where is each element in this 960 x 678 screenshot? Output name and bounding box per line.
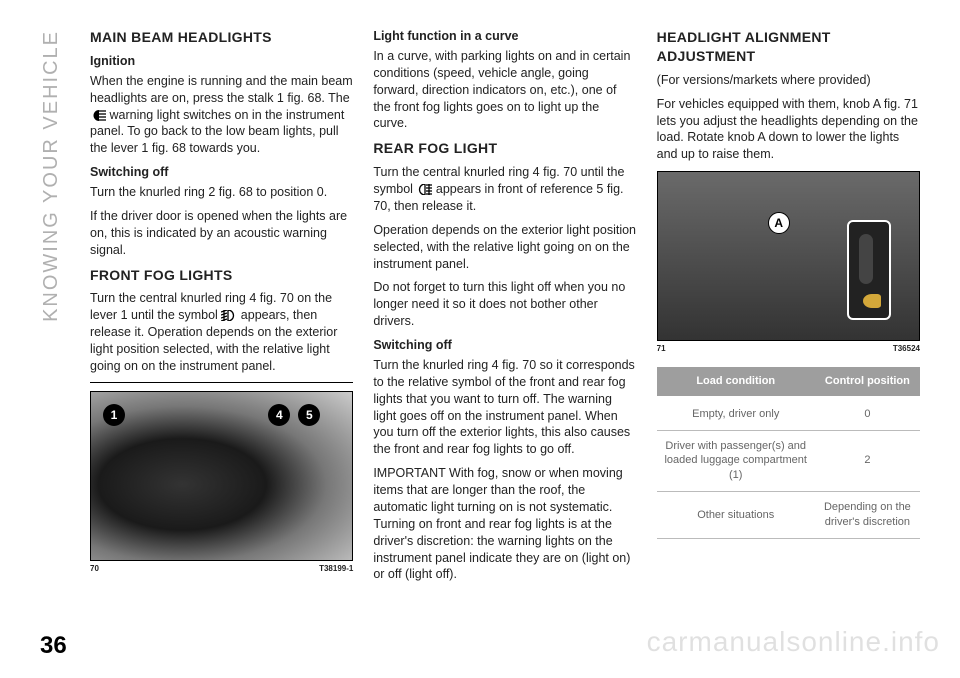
front-fog-icon <box>221 310 237 321</box>
table-cell: Other situations <box>657 492 815 539</box>
section-side-label: KNOWING YOUR VEHICLE <box>40 30 63 322</box>
paragraph: Do not forget to turn this light off whe… <box>373 279 636 330</box>
table-cell: Depending on the driver's discretion <box>815 492 920 539</box>
paragraph: Turn the central knurled ring 4 fig. 70 … <box>373 164 636 215</box>
table-header-load: Load condition <box>657 367 815 397</box>
paragraph: Turn the central knurled ring 4 fig. 70 … <box>90 290 353 374</box>
figure-caption: 70 T38199-1 <box>90 564 353 575</box>
figure-code: T36524 <box>893 344 920 355</box>
figure-71-dashboard: A <box>657 171 920 341</box>
subheading-light-curve: Light function in a curve <box>373 28 636 45</box>
column-3: HEADLIGHT ALIGNMENT ADJUSTMENT (For vers… <box>657 28 920 590</box>
subheading-ignition: Ignition <box>90 53 353 70</box>
paragraph: Turn the knurled ring 4 fig. 70 so it co… <box>373 357 636 458</box>
paragraph: (For versions/markets where provided) <box>657 72 920 89</box>
subheading-switching-off: Switching off <box>90 164 353 181</box>
paragraph: If the driver door is opened when the li… <box>90 208 353 259</box>
table-row: Driver with passenger(s) and loaded lugg… <box>657 430 920 492</box>
column-1: MAIN BEAM HEADLIGHTS Ignition When the e… <box>90 28 353 590</box>
table-row: Empty, driver only 0 <box>657 397 920 430</box>
paragraph: In a curve, with parking lights on and i… <box>373 48 636 132</box>
text: When the engine is running and the main … <box>90 74 353 105</box>
subheading-switching-off-2: Switching off <box>373 337 636 354</box>
divider <box>90 382 353 383</box>
rear-fog-icon <box>416 184 432 195</box>
headlight-adjust-icon <box>863 294 881 308</box>
figure-number: 71 <box>657 344 666 355</box>
table-header-position: Control position <box>815 367 920 397</box>
page-number: 36 <box>40 632 67 660</box>
load-table: Load condition Control position Empty, d… <box>657 367 920 539</box>
paragraph: Turn the knurled ring 2 fig. 68 to posit… <box>90 184 353 201</box>
column-2: Light function in a curve In a curve, wi… <box>373 28 636 590</box>
figure-number: 70 <box>90 564 99 575</box>
table-cell: 2 <box>815 430 920 492</box>
marker-1: 1 <box>103 404 125 426</box>
figure-caption: 71 T36524 <box>657 344 920 355</box>
figure-code: T38199-1 <box>319 564 353 575</box>
watermark: carmanualsonline.info <box>647 626 940 658</box>
table-row: Other situations Depending on the driver… <box>657 492 920 539</box>
heading-alignment: HEADLIGHT ALIGNMENT ADJUSTMENT <box>657 28 920 66</box>
text: warning light switches on in the instrum… <box>90 108 344 156</box>
marker-4: 4 <box>268 404 290 426</box>
paragraph: When the engine is running and the main … <box>90 73 353 157</box>
high-beam-icon <box>90 110 106 121</box>
marker-5: 5 <box>298 404 320 426</box>
heading-main-beam: MAIN BEAM HEADLIGHTS <box>90 28 353 47</box>
marker-A: A <box>768 212 790 234</box>
page-content: MAIN BEAM HEADLIGHTS Ignition When the e… <box>0 0 960 610</box>
knob-panel <box>847 220 891 320</box>
paragraph: Operation depends on the exterior light … <box>373 222 636 273</box>
heading-front-fog: FRONT FOG LIGHTS <box>90 266 353 285</box>
heading-rear-fog: REAR FOG LIGHT <box>373 139 636 158</box>
paragraph: For vehicles equipped with them, knob A … <box>657 96 920 164</box>
table-cell: Empty, driver only <box>657 397 815 430</box>
figure-70-stalk: 1 4 5 <box>90 391 353 561</box>
table-cell: Driver with passenger(s) and loaded lugg… <box>657 430 815 492</box>
table-cell: 0 <box>815 397 920 430</box>
paragraph: IMPORTANT With fog, snow or when moving … <box>373 465 636 583</box>
